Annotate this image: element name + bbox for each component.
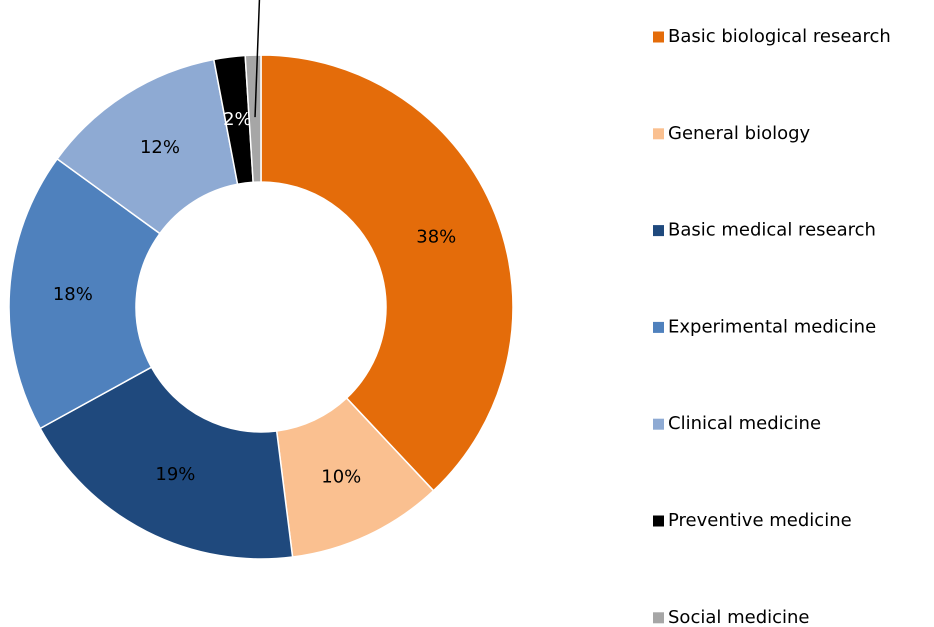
leader-line — [254, 0, 261, 118]
legend-label: Clinical medicine — [668, 413, 821, 434]
data-label: 38% — [416, 227, 456, 248]
legend-swatch — [653, 515, 664, 527]
legend-swatch — [653, 321, 664, 333]
legend-label: Basic medical research — [668, 220, 876, 241]
legend-label: Experimental medicine — [668, 316, 876, 337]
legend-swatch — [653, 612, 664, 624]
legend-swatch — [653, 31, 664, 43]
legend-label: General biology — [668, 123, 811, 144]
slice — [8, 157, 161, 430]
legend-label: Preventive medicine — [668, 510, 852, 531]
slice — [39, 366, 294, 560]
legend-swatch — [653, 418, 664, 430]
data-label: 18% — [53, 284, 93, 305]
legend-swatch — [653, 225, 664, 237]
slice — [260, 54, 514, 492]
legend-swatch — [653, 128, 664, 140]
legend-label: Basic biological research — [668, 26, 891, 47]
legend-label: Social medicine — [668, 607, 810, 627]
data-label: 10% — [321, 467, 361, 488]
data-label: 2% — [223, 109, 252, 130]
slice — [244, 54, 262, 184]
data-label: 19% — [155, 464, 195, 485]
data-label: 12% — [140, 137, 180, 158]
